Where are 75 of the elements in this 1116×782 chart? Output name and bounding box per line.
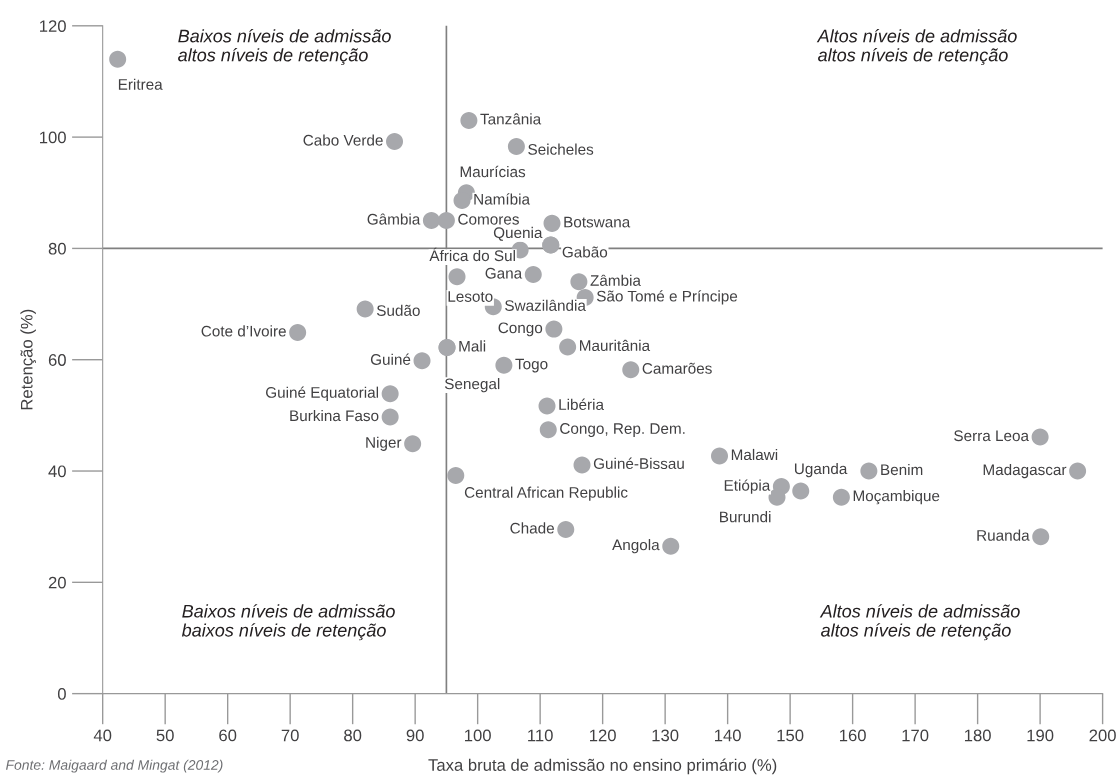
data-label: Seicheles	[528, 143, 594, 155]
x-tick-label: 140	[715, 729, 741, 742]
data-label: São Tomé e Príncipe	[596, 290, 738, 305]
data-label: Tanzânia	[480, 113, 542, 125]
data-label: Quenia	[493, 226, 543, 241]
data-label: Congo, Rep. Dem.	[560, 423, 685, 437]
data-label: Botswana	[564, 216, 631, 228]
y-tick-label: 40	[48, 465, 66, 478]
data-label: Swazilândia	[505, 299, 586, 311]
data-label: Cabo Verde	[303, 134, 383, 146]
data-label: Burkina Faso	[290, 409, 379, 422]
data-label: Maurícias	[460, 165, 526, 178]
x-tick-label: 90	[406, 729, 424, 742]
x-tick-label: 40	[93, 729, 112, 742]
data-label: Ruanda	[977, 529, 1030, 541]
data-label: Guiné	[370, 353, 411, 365]
data-label: Sudão	[376, 304, 420, 316]
data-label: Burundi	[720, 511, 771, 523]
data-label: Etiópia	[724, 479, 771, 494]
x-tick-label: 100	[465, 729, 491, 742]
x-tick-label: 70	[281, 729, 299, 742]
annotation: Baixos níveis de admissão baixos níveis de retenção	[181, 604, 395, 641]
data-label: Eritrea	[118, 78, 163, 90]
data-label: Libéria	[559, 398, 604, 411]
y-tick-label: 80	[48, 242, 66, 255]
x-tick-label: 190	[1027, 729, 1054, 742]
y-tick-label: 60	[48, 354, 66, 366]
data-label: Lesoto	[448, 291, 493, 302]
x-tick-label: 120	[590, 729, 616, 742]
data-label: Chade	[510, 522, 554, 534]
data-label: África do Sul	[429, 247, 515, 262]
data-label: Niger	[366, 436, 402, 451]
data-label: Cote d’Ivoire	[201, 325, 286, 337]
data-label: Camarões	[642, 362, 712, 374]
annotation: Altos níveis de admissão altos níveis de retenção	[816, 28, 1017, 66]
source-note: Fonte: Maigaard and Mingat (2012)	[6, 759, 223, 773]
x-tick-label: 160	[839, 729, 866, 742]
data-label: Gabão	[562, 246, 608, 258]
data-label: Madagascar	[983, 463, 1067, 479]
y-tick-label: 120	[40, 20, 66, 33]
data-label: Mauritânia	[580, 339, 651, 352]
x-tick-label: 200	[1089, 729, 1116, 742]
data-label: Gana	[485, 267, 523, 279]
x-tick-label: 60	[219, 729, 237, 742]
data-label: Guiné Equatorial	[266, 386, 379, 401]
x-tick-label: 110	[528, 729, 553, 742]
data-label: Gâmbia	[367, 213, 421, 225]
y-tick-label: 100	[40, 131, 66, 144]
y-axis-title: Retenção (%)	[20, 309, 36, 410]
data-label: Malawi	[731, 448, 778, 461]
x-tick-label: 130	[652, 729, 679, 742]
y-tick-label: 20	[48, 576, 66, 589]
data-label: Namíbia	[474, 193, 531, 205]
y-tick-label: 0	[57, 688, 66, 700]
data-label: Togo	[515, 358, 548, 373]
x-axis-title: Taxa bruta de admissão no ensino primário (%)	[428, 758, 777, 775]
data-label: Benim	[881, 463, 923, 476]
x-tick-label: 180	[964, 729, 991, 742]
data-label: Moçambique	[853, 490, 940, 505]
x-tick-label: 170	[902, 729, 929, 742]
data-label: Guiné-Bissau	[593, 457, 684, 469]
annotation: Baixos níveis de admissão altos níveis de retenção	[178, 28, 391, 66]
data-label: Serra Leoa	[954, 430, 1030, 442]
x-tick-label: 150	[777, 729, 804, 742]
data-label: Mali	[459, 340, 486, 352]
data-label: Central African Republic	[464, 486, 628, 501]
data-label: Congo	[498, 322, 543, 337]
data-label: Senegal	[444, 378, 500, 393]
data-label: Angola	[612, 539, 660, 554]
annotation: Altos níveis de admissão altos níveis de retenção	[819, 604, 1020, 641]
data-label: Zâmbia	[590, 274, 641, 286]
x-tick-label: 80	[344, 729, 362, 742]
data-label: Uganda	[794, 462, 848, 478]
x-tick-label: 50	[156, 729, 174, 742]
data-label: Comores	[458, 213, 519, 225]
